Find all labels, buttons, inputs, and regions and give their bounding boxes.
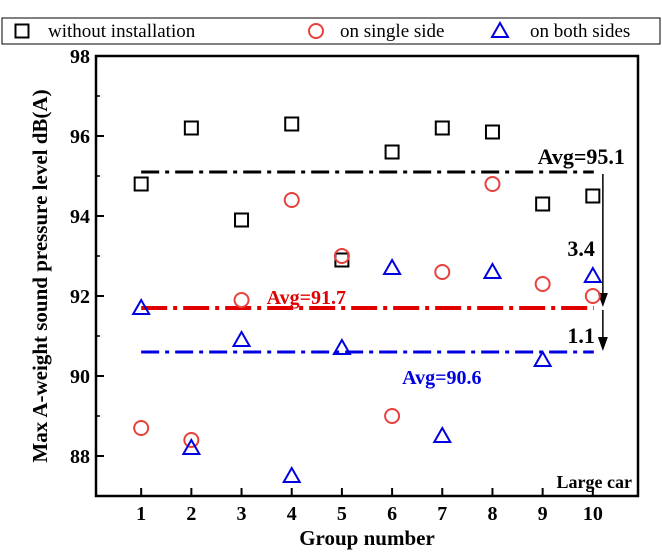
x-tick-label: 9: [538, 503, 548, 525]
data-point-circle: [434, 264, 451, 280]
x-tick-label: 4: [287, 503, 297, 525]
difference-label: 1.1: [567, 323, 595, 348]
legend-label: on single side: [340, 21, 445, 42]
x-tick-label: 10: [583, 503, 603, 525]
y-tick-label: 96: [70, 126, 90, 148]
y-axis-label: Max A-weight sound pressure level dB(A): [28, 89, 52, 462]
data-point-square: [183, 120, 199, 136]
data-point-circle: [384, 408, 401, 424]
data-point-square: [133, 176, 149, 192]
data-point-triangle: [332, 337, 352, 355]
y-tick-label: 98: [70, 46, 90, 68]
data-point-triangle: [382, 257, 402, 275]
x-tick-label: 5: [337, 503, 347, 525]
legend-marker-square: [14, 23, 30, 39]
average-label: Avg=90.6: [402, 367, 481, 389]
data-point-triangle: [532, 349, 553, 367]
data-point-triangle: [131, 297, 151, 315]
data-point-circle: [133, 420, 150, 436]
legend-label: on both sides: [530, 21, 630, 42]
x-tick-label: 1: [136, 503, 146, 525]
x-tick-label: 6: [387, 503, 397, 525]
legend-label: without installation: [48, 21, 196, 42]
legend-marker-triangle: [490, 20, 510, 38]
x-tick-label: 3: [237, 503, 247, 525]
y-tick-label: 88: [70, 446, 90, 468]
data-point-triangle: [432, 425, 453, 443]
data-point-circle: [233, 292, 250, 308]
y-tick-label: 90: [70, 366, 90, 388]
legend-marker-circle: [308, 23, 324, 39]
data-point-triangle: [231, 329, 252, 347]
data-point-triangle: [181, 437, 202, 455]
data-point-square: [284, 116, 300, 132]
data-point-square: [484, 124, 500, 140]
data-point-square: [384, 144, 400, 160]
data-point-triangle: [281, 465, 302, 483]
data-point-square: [434, 120, 450, 136]
data-point-circle: [283, 192, 300, 208]
plot-area: [94, 54, 640, 498]
data-point-triangle: [583, 265, 603, 283]
corner-annotation: Large car: [557, 472, 632, 492]
data-point-square: [535, 196, 551, 212]
data-point-circle: [183, 432, 200, 448]
difference-label: 3.4: [567, 236, 595, 261]
x-tick-label: 2: [186, 503, 196, 525]
data-point-circle: [584, 288, 601, 304]
legend-box: [1, 17, 661, 45]
y-tick-label: 94: [70, 206, 90, 228]
data-point-triangle: [482, 261, 503, 279]
average-label: Avg=95.1: [538, 144, 625, 169]
data-point-square: [585, 188, 601, 204]
data-point-square: [234, 212, 250, 228]
x-tick-label: 8: [487, 503, 497, 525]
legend: without installation on single side on bot…: [1, 17, 661, 45]
x-axis-label: Group number: [299, 526, 435, 550]
x-tick-label: 7: [437, 503, 447, 525]
average-label: Avg=91.7: [267, 287, 346, 309]
y-tick-label: 92: [70, 286, 90, 308]
data-point-circle: [333, 248, 350, 264]
data-point-circle: [484, 176, 501, 192]
data-point-circle: [534, 276, 551, 292]
difference-arrow-head: [597, 337, 608, 351]
